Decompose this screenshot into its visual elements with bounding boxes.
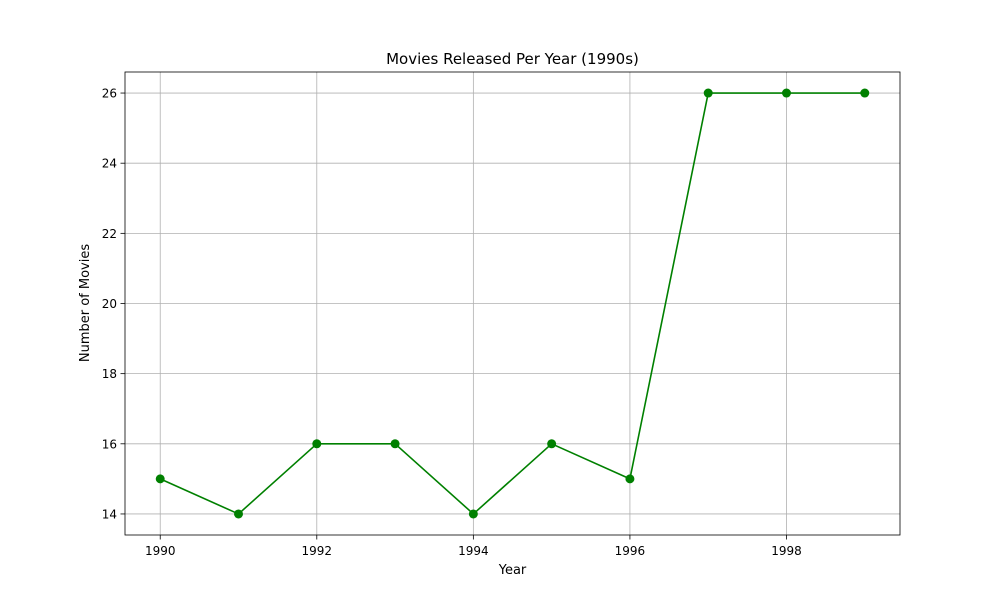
series-line [159,92,865,515]
data-point [860,88,870,98]
y-tick-label: 14 [102,507,117,521]
data-point [703,88,713,98]
x-tick-label: 1998 [771,544,802,558]
data-series [155,88,870,519]
y-tick-label: 20 [102,297,117,311]
chart-title: Movies Released Per Year (1990s) [386,50,639,68]
data-point [390,439,400,449]
x-tick-label: 1994 [458,544,489,558]
data-point [547,439,557,449]
y-tick-label: 22 [102,227,117,241]
y-axis-label: Number of Movies [78,244,93,362]
y-tick-label: 16 [102,437,117,451]
x-axis-label: Year [498,563,527,578]
grid-lines [125,72,900,535]
axes: 1990 1992 1994 1996 1998 14 16 18 20 22 24 26 [102,71,901,558]
data-point [468,509,478,519]
data-point [234,509,244,519]
x-tick-label: 1992 [302,544,333,558]
x-tick-label: 1996 [615,544,646,558]
data-point [781,88,791,98]
data-point [625,474,635,484]
y-tick-label: 24 [102,157,117,171]
y-tick-label: 18 [102,367,117,381]
data-point [312,439,322,449]
x-tick-label: 1990 [145,544,176,558]
data-point [155,474,165,484]
y-tick-label: 26 [102,87,117,101]
